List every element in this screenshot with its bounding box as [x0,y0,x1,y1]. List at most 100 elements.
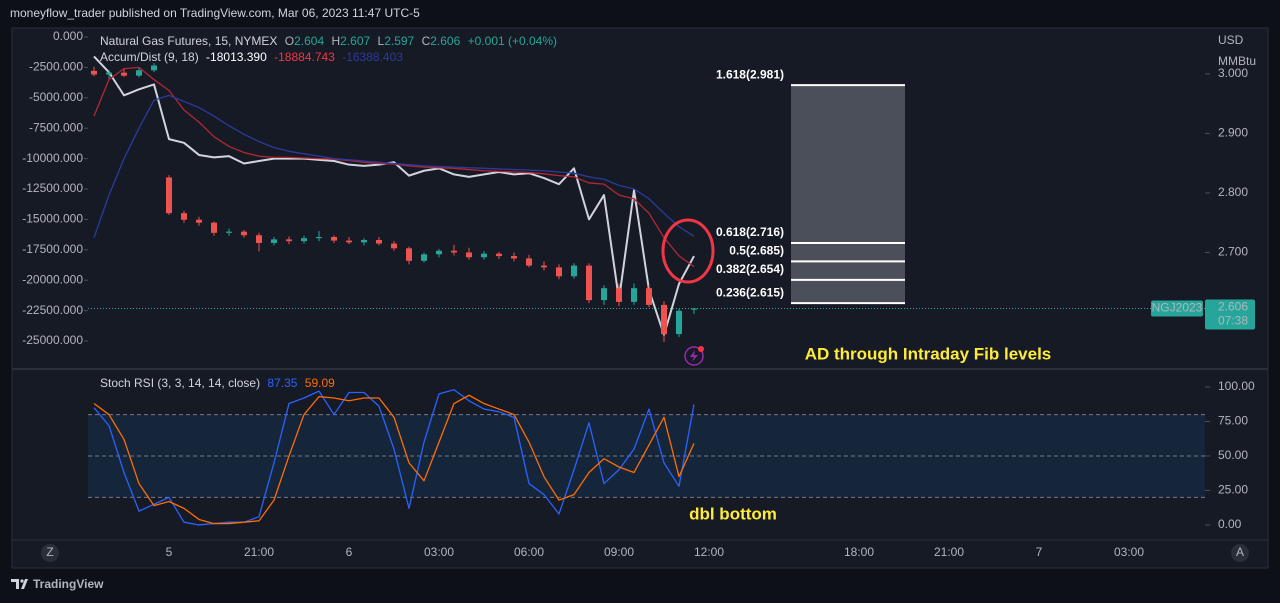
candle-body [376,239,382,244]
x-tick-label: 5 [166,545,173,559]
legend-value: 2.607 [340,34,370,48]
candle-body [166,177,172,214]
y2-tick-label: -22500.000 [22,303,83,317]
candle-body [271,239,277,243]
y-tick-label: 2.700 [1218,245,1248,259]
candle-body [646,288,652,305]
indicator-value: -16388.403 [342,50,403,64]
stoch-value: 87.35 [267,376,297,390]
price-pane: 3.000 2.900 2.800 2.700 0.000 -2500.000 -5000.… [22,29,1255,347]
symbol-box [1151,300,1203,317]
candle-body [151,65,157,71]
x-tick-label: 21:00 [244,545,274,559]
legend-label: O [285,34,294,48]
y2-tick-label: -15000.000 [22,212,83,226]
fib-box [791,85,905,304]
y-tick-label: 25.00 [1218,483,1248,497]
candle-body [91,70,97,75]
candle-body [331,237,337,241]
button-label[interactable]: A [1236,545,1244,559]
y2-tick-label: -5000.000 [29,90,83,104]
y2-tick-label: -17500.000 [22,242,83,256]
footer-logo [11,579,28,589]
y2-tick-label: -20000.000 [22,272,83,286]
x-tick-label: 03:00 [1114,545,1144,559]
candle-body [241,231,247,236]
fib-label: 0.618(2.716) [716,225,784,239]
price-label: 2.606 [1218,300,1248,314]
candle-body [316,237,322,239]
stoch-value: 59.09 [305,376,335,390]
z-button[interactable]: Z [41,544,59,562]
candle-body [346,240,352,243]
stoch-title: Stoch RSI (3, 3, 14, 14, close) [100,376,260,390]
indicator-legend: Accum/Dist (9, 18) -18013.390 -18884.743… [100,50,403,64]
candle-body [121,72,127,76]
legend-label: C [422,34,431,48]
price-box [1205,299,1255,330]
candle-body [511,256,517,259]
y-tick-label: 100.00 [1218,379,1255,393]
symbol-label: NGJ2023 [1152,301,1203,315]
candle-body [631,288,637,302]
button-label[interactable]: Z [46,545,53,559]
y2-tick-label: -25000.000 [22,333,83,347]
event-icon[interactable] [684,346,704,366]
candle-body [301,238,307,242]
unit-label: MMBtu [1218,54,1256,68]
fib-label: 0.236(2.615) [716,285,784,299]
candle-body [421,254,427,261]
candle-body [436,250,442,255]
indicator-title: Accum/Dist (9, 18) [100,50,199,64]
publish-header: moneyflow_trader published on TradingVie… [10,6,420,20]
candle-body [601,288,607,301]
indicator-value: -18013.390 [206,50,267,64]
x-tick-label: 12:00 [694,545,724,559]
y-tick-label: 0.00 [1218,517,1242,531]
y2-tick-label: -2500.000 [29,60,83,74]
y2-tick-label: -7500.000 [29,120,83,134]
candle-body [361,239,367,243]
x-tick-label: 7 [1036,545,1043,559]
series-line [93,55,695,336]
candle-body [496,253,502,257]
candle-body [286,239,292,242]
band-fill [88,414,1205,498]
x-tick-label: 18:00 [844,545,874,559]
candle-body [196,219,202,223]
footer-brand[interactable]: TradingView [33,577,104,591]
candle-body [691,308,697,310]
legend-value: 2.604 [294,34,324,48]
chart-frame [11,27,1269,569]
candle-body [106,72,112,75]
unit-label: USD [1218,33,1244,47]
candle-body [226,231,232,233]
series-line [93,389,695,526]
legend-label: H [331,34,340,48]
y2-tick-label: 0.000 [53,29,83,43]
a-button[interactable]: A [1231,544,1249,562]
annotation: dbl bottom [689,504,777,523]
candle-body [571,265,577,277]
legend-value: 2.606 [430,34,460,48]
candle-body [616,288,622,302]
countdown-label: 07:38 [1218,314,1248,328]
y-tick-label: 3.000 [1218,66,1248,80]
highlight-circle [661,218,715,284]
legend-change: +0.001 (+0.04%) [468,34,557,48]
candle-body [211,222,217,233]
legend-value: 2.597 [384,34,414,48]
candle-body [526,258,532,266]
candle-body [406,248,412,261]
candle-body [136,70,142,76]
y-tick-label: 2.800 [1218,185,1248,199]
candle-body [586,265,592,301]
candle-body [481,253,487,258]
series-line [93,394,695,525]
price-legend: Natural Gas Futures, 15, NYMEX O2.604 H2… [100,34,557,48]
candle-body [661,304,667,335]
fib-label: 1.618(2.981) [716,67,784,81]
legend-title: Natural Gas Futures, 15, NYMEX [100,34,277,48]
fib-label: 0.382(2.654) [716,262,784,276]
y2-tick-label: -12500.000 [22,181,83,195]
